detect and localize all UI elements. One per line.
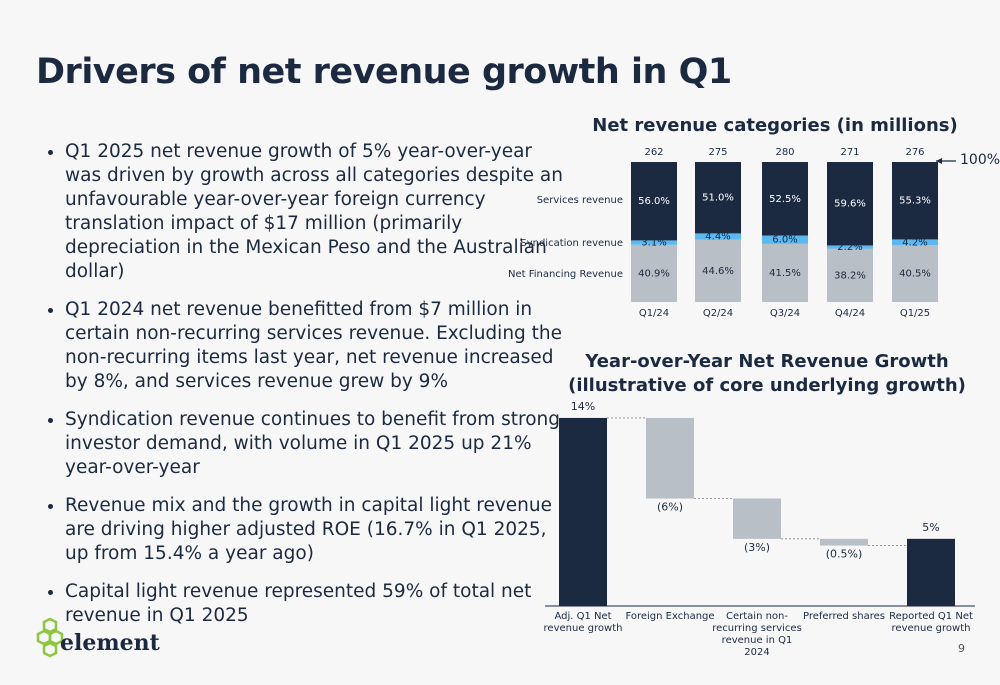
- bullet: Q1 2025 net revenue growth of 5% year-ov…: [65, 140, 565, 284]
- bar-segment: [762, 235, 808, 244]
- series-label: Net Financing Revenue: [508, 269, 623, 280]
- x-tick-label: Certain non-recurring services revenue i…: [712, 611, 802, 658]
- bar-segment: [827, 245, 873, 249]
- page-number: 9: [958, 642, 965, 655]
- annotation-arrowhead: [936, 158, 942, 164]
- bar-segment: [695, 233, 741, 240]
- value-label: 41.5%: [769, 268, 801, 279]
- value-label: 38.2%: [834, 270, 866, 281]
- bullet: Q1 2024 net revenue benefitted from $7 m…: [65, 298, 565, 394]
- x-tick-label: Preferred shares: [802, 611, 885, 622]
- bar: [559, 417, 607, 606]
- value-label: 3.1%: [641, 238, 666, 249]
- x-tick-label: Q3/24: [770, 308, 800, 319]
- value-label: (6%): [657, 501, 683, 514]
- x-tick-label: Foreign Exchange: [625, 611, 715, 622]
- value-label: 4.4%: [705, 231, 730, 242]
- annotation: 100%: [960, 152, 1000, 168]
- value-label: 40.9%: [638, 268, 670, 279]
- chart-subtitle: (illustrative of core underlying growth): [568, 375, 966, 396]
- x-tick-label: Adj. Q1 Net revenue growth: [543, 611, 623, 634]
- bullet: Capital light revenue represented 59% of…: [65, 580, 565, 628]
- total-label: 276: [905, 147, 924, 158]
- total-label: 275: [708, 147, 727, 158]
- bar-segment: [892, 245, 938, 302]
- x-tick-label: Reported Q1 Net revenue growth: [889, 611, 973, 634]
- bar: [907, 538, 955, 606]
- value-label: 2.2%: [837, 242, 862, 253]
- total-label: 280: [775, 147, 794, 158]
- value-label: 44.6%: [702, 266, 734, 277]
- bar-segment: [695, 162, 741, 234]
- value-label: 52.5%: [769, 194, 801, 205]
- bullet: Syndication revenue continues to benefit…: [65, 408, 565, 480]
- value-label: 51.0%: [702, 193, 734, 204]
- bar-segment: [631, 240, 677, 245]
- x-tick-label: Q1/25: [900, 308, 930, 319]
- value-label: 4.2%: [902, 237, 927, 248]
- value-label: 14%: [571, 400, 595, 413]
- bar-segment: [827, 162, 873, 246]
- bar-segment: [631, 244, 677, 302]
- value-label: 5%: [922, 521, 939, 534]
- bar: [820, 538, 868, 546]
- bullet-list: Q1 2025 net revenue growth of 5% year-ov…: [30, 140, 565, 642]
- logo-icon: [36, 617, 64, 658]
- bar-segment: [695, 239, 741, 302]
- x-tick-label: Q2/24: [703, 308, 733, 319]
- x-tick-label: Q4/24: [835, 308, 865, 319]
- bar-segment: [827, 248, 873, 302]
- series-label: Services revenue: [537, 195, 623, 206]
- chart-title: Net revenue categories (in millions): [592, 115, 957, 136]
- bar-segment: [631, 162, 677, 241]
- value-label: (0.5%): [826, 548, 863, 561]
- value-label: 59.6%: [834, 199, 866, 210]
- bullet: Revenue mix and the growth in capital li…: [65, 494, 565, 566]
- bar-segment: [892, 162, 938, 240]
- bar-segment: [892, 239, 938, 246]
- total-label: 262: [644, 147, 663, 158]
- value-label: 6.0%: [772, 235, 797, 246]
- bar: [733, 498, 781, 539]
- logo: element: [60, 630, 160, 656]
- bar: [646, 417, 694, 499]
- value-label: (3%): [744, 541, 770, 554]
- value-label: 40.5%: [899, 269, 931, 280]
- x-tick-label: Q1/24: [639, 308, 669, 319]
- value-label: 56.0%: [638, 196, 670, 207]
- bar-segment: [762, 162, 808, 236]
- total-label: 271: [840, 147, 859, 158]
- series-label: Syndication revenue: [520, 238, 623, 249]
- value-label: 55.3%: [899, 196, 931, 207]
- chart-title: Year-over-Year Net Revenue Growth: [584, 351, 948, 372]
- bar-segment: [762, 243, 808, 302]
- slide-title: Drivers of net revenue growth in Q1: [36, 52, 732, 92]
